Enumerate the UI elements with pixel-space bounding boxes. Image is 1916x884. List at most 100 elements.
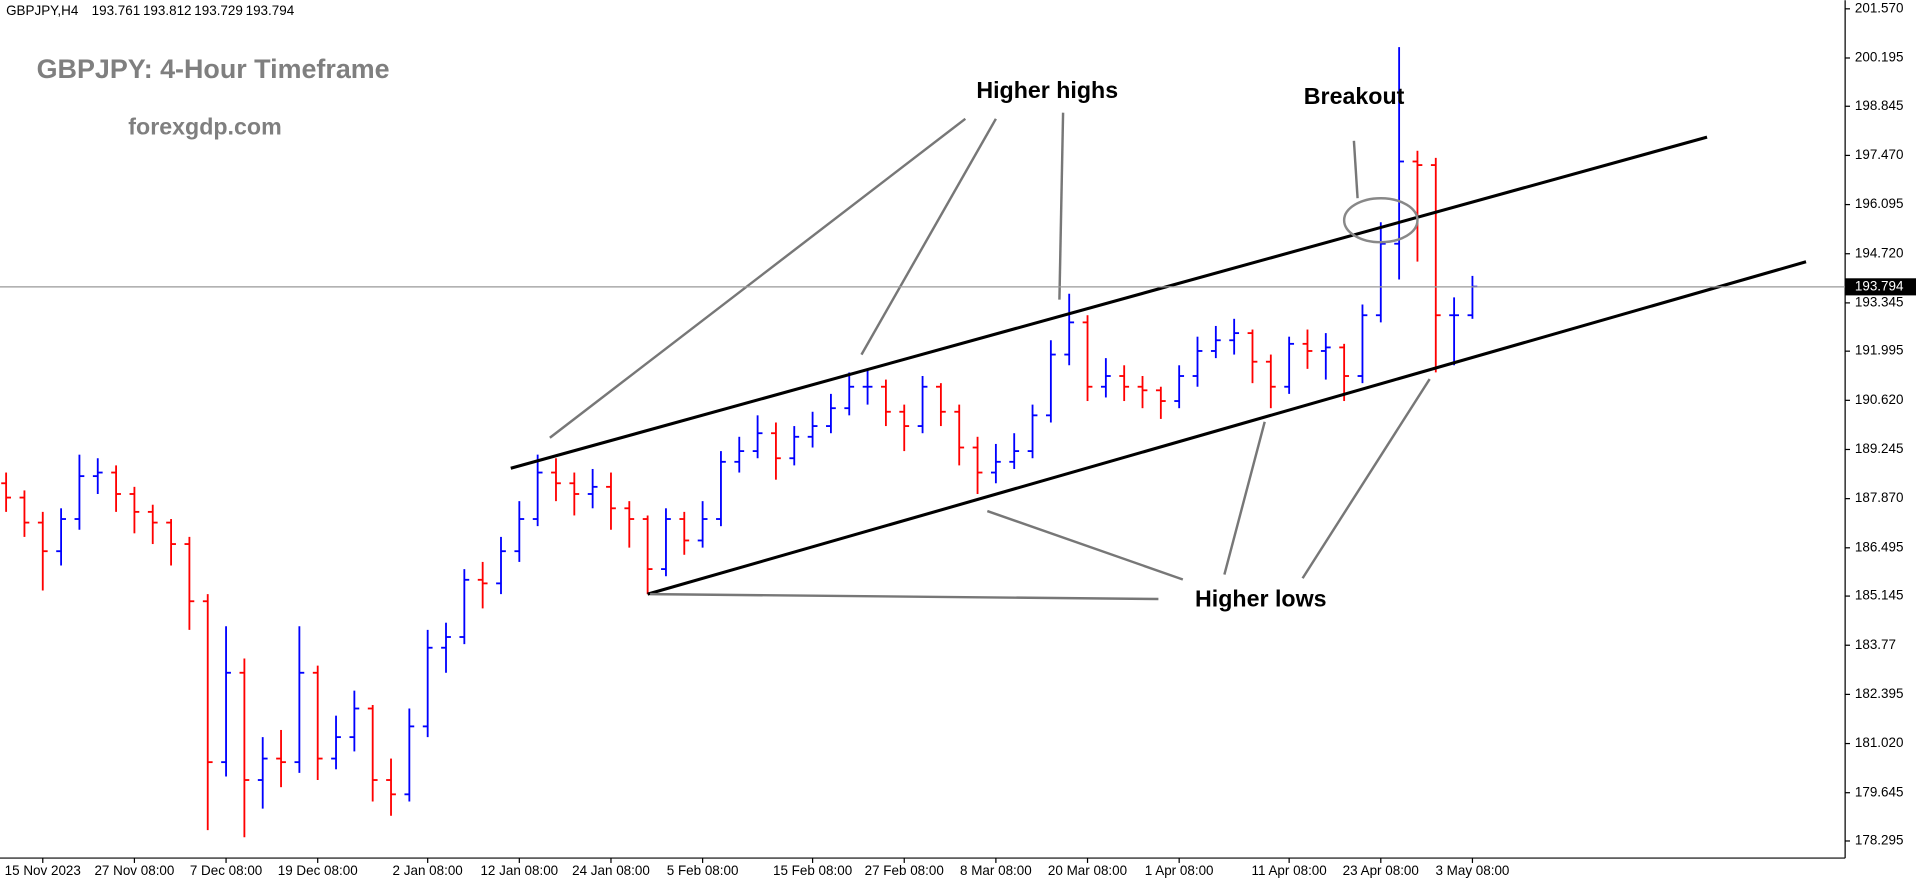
- candle: [404, 708, 415, 802]
- y-tick-label: 201.570: [1855, 0, 1904, 15]
- candle: [422, 629, 433, 738]
- y-tick-label: 182.395: [1855, 686, 1904, 701]
- candle: [734, 436, 745, 473]
- x-tick-label: 19 Dec 08:00: [278, 863, 358, 878]
- chart-title: GBPJPY: 4-Hour Timeframe: [37, 54, 390, 84]
- chart-subtitle: forexgdp.com: [128, 114, 281, 140]
- candle: [331, 715, 341, 770]
- plot-area: [1, 47, 1478, 838]
- y-tick-label: 190.620: [1855, 392, 1904, 407]
- candle: [202, 594, 213, 831]
- candle: [862, 368, 873, 405]
- annotation: Higher highs: [976, 77, 1118, 103]
- y-tick-label: 197.470: [1855, 147, 1904, 162]
- x-tick-label: 15 Feb 08:00: [773, 863, 852, 878]
- y-tick-label: 198.845: [1855, 98, 1904, 113]
- candle: [569, 472, 580, 516]
- candle: [789, 426, 800, 466]
- candle: [826, 393, 836, 434]
- x-tick-label: 3 May 08:00: [1435, 863, 1509, 878]
- candle: [697, 501, 708, 548]
- current-price-label: 193.794: [1855, 278, 1904, 293]
- candle: [129, 486, 140, 534]
- candle: [166, 519, 176, 566]
- candle: [1247, 329, 1258, 384]
- candle: [349, 690, 360, 752]
- lower-trendline: [647, 260, 1807, 596]
- candle: [1394, 47, 1405, 280]
- candle: [1192, 336, 1203, 387]
- candle: [111, 465, 121, 512]
- candle: [1009, 433, 1020, 469]
- header-close: 193.794: [246, 3, 295, 18]
- x-tick-label: 20 Mar 08:00: [1048, 863, 1127, 878]
- candle: [276, 729, 286, 788]
- y-tick-label: 191.995: [1855, 343, 1904, 358]
- candle: [716, 451, 726, 527]
- header-open: 193.761: [92, 3, 141, 18]
- candle: [661, 508, 671, 577]
- candle: [1375, 222, 1386, 323]
- candle: [1449, 297, 1459, 366]
- y-tick-label: 196.095: [1855, 196, 1904, 211]
- current-price-tag: [1845, 278, 1916, 296]
- candle: [1302, 329, 1313, 369]
- candle: [679, 511, 690, 555]
- candle: [917, 376, 928, 434]
- x-tick-label: 5 Feb 08:00: [667, 863, 739, 878]
- candle: [624, 501, 635, 548]
- candle: [771, 422, 781, 480]
- candle: [367, 704, 378, 802]
- candle: [441, 622, 451, 673]
- y-tick-label: 194.720: [1855, 245, 1904, 260]
- candle: [184, 536, 195, 630]
- candle: [239, 658, 250, 838]
- pointer: [549, 117, 967, 439]
- candle: [1174, 365, 1185, 409]
- x-tick-label: 27 Feb 08:00: [865, 863, 944, 878]
- candle: [1320, 333, 1331, 380]
- candle: [74, 454, 85, 530]
- x-tick-label: 2 Jan 08:00: [393, 863, 463, 878]
- candle: [221, 626, 231, 777]
- candle: [147, 504, 158, 545]
- candle: [1137, 376, 1148, 409]
- candle: [19, 490, 30, 537]
- candle: [1155, 386, 1166, 419]
- candle: [1357, 304, 1368, 384]
- candle: [1265, 354, 1276, 409]
- candle: [1430, 157, 1441, 373]
- candle: [56, 508, 66, 566]
- candle: [606, 472, 616, 530]
- y-tick-label: 183.77: [1855, 637, 1896, 652]
- candle: [936, 383, 946, 427]
- candle: [587, 468, 598, 509]
- candle: [954, 404, 965, 466]
- x-tick-label: 27 Nov 08:00: [94, 863, 174, 878]
- y-tick-label: 189.245: [1855, 441, 1904, 456]
- candle: [1064, 293, 1075, 366]
- x-tick-label: 1 Apr 08:00: [1145, 863, 1214, 878]
- candle: [514, 501, 525, 562]
- candle: [881, 379, 891, 427]
- candle: [1, 472, 11, 512]
- x-tick-label: 11 Apr 08:00: [1252, 863, 1327, 878]
- y-tick-label: 200.195: [1855, 50, 1904, 65]
- header-low: 193.729: [194, 3, 243, 18]
- x-tick-label: 7 Dec 08:00: [190, 863, 262, 878]
- candle: [496, 536, 506, 595]
- candle: [1045, 340, 1056, 423]
- annotation: Breakout: [1304, 83, 1405, 109]
- candle: [1027, 404, 1038, 459]
- candle: [551, 458, 561, 502]
- candle: [386, 758, 396, 816]
- x-tick-label: 15 Nov 2023: [5, 863, 81, 878]
- x-tick-label: 8 Mar 08:00: [960, 863, 1032, 878]
- pointer: [986, 509, 1184, 581]
- pointers: [549, 112, 1431, 601]
- candle: [1210, 325, 1221, 359]
- y-tick-label: 193.345: [1855, 294, 1904, 309]
- candle: [899, 404, 910, 452]
